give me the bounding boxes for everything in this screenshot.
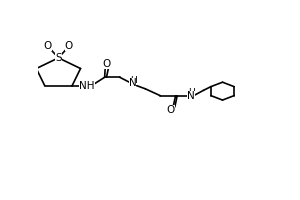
- Text: N: N: [187, 91, 194, 101]
- Text: O: O: [167, 105, 175, 115]
- Text: H: H: [130, 76, 136, 85]
- Text: H: H: [188, 88, 195, 97]
- Text: O: O: [103, 59, 111, 69]
- Text: S: S: [55, 53, 62, 63]
- Text: O: O: [44, 41, 52, 51]
- Text: O: O: [65, 41, 73, 51]
- Text: N: N: [129, 78, 136, 88]
- Text: NH: NH: [80, 81, 95, 91]
